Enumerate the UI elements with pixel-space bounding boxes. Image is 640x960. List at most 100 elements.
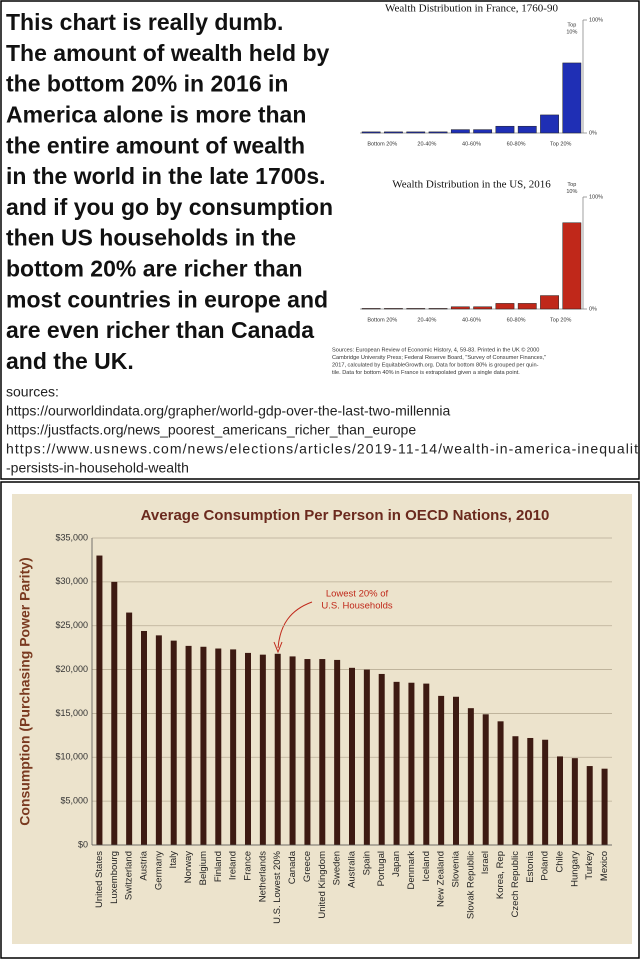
- y-tick-label: 0%: [589, 306, 597, 312]
- bar: [259, 654, 266, 845]
- x-tick-label: Ireland: [228, 851, 239, 880]
- y-tick-label: $10,000: [55, 752, 88, 762]
- annotation-arrow: [277, 601, 313, 649]
- bar: [170, 640, 177, 845]
- sources-heading: sources:: [6, 384, 59, 400]
- y-tick-label: $25,000: [55, 620, 88, 630]
- bar: [540, 114, 559, 134]
- source-link: https://www.usnews.com/news/elections/ar…: [6, 441, 638, 457]
- bar: [319, 659, 326, 845]
- x-tick-label: 40-60%: [462, 317, 481, 323]
- x-tick-label: Australia: [347, 850, 358, 888]
- x-tick-label: U.S. Lowest 20%: [272, 850, 283, 923]
- bar: [428, 308, 448, 310]
- x-tick-label: Poland: [540, 851, 551, 881]
- bar: [111, 581, 118, 845]
- annotation: Lowest 20% of: [326, 589, 389, 600]
- bar: [517, 303, 537, 310]
- bar: [361, 308, 381, 310]
- x-tick-label: United Kingdom: [317, 851, 328, 919]
- y-tick-label: $30,000: [55, 576, 88, 586]
- meme-line: The amount of wealth held by: [6, 40, 330, 66]
- bar: [450, 129, 470, 134]
- x-tick-label: Turkey: [584, 851, 595, 880]
- bar: [378, 673, 385, 845]
- x-tick-label: Austria: [139, 850, 150, 880]
- bar: [349, 667, 355, 845]
- y-tick-label: $20,000: [55, 664, 88, 674]
- source-link: https://ourworldindata.org/grapher/world…: [6, 403, 451, 419]
- x-tick-label: Estonia: [525, 850, 536, 882]
- bar: [289, 656, 296, 845]
- bar: [393, 681, 400, 845]
- bar: [126, 612, 133, 845]
- bar: [408, 682, 415, 845]
- bar: [473, 306, 493, 310]
- chart-title: Wealth Distribution in France, 1760-90: [385, 3, 558, 15]
- x-tick-label: Japan: [391, 851, 402, 877]
- bar: [473, 129, 493, 134]
- x-tick-label: Israel: [480, 851, 491, 874]
- bar: [274, 653, 281, 845]
- bar: [495, 303, 515, 310]
- x-tick-label: Bottom 20%: [367, 141, 397, 147]
- x-tick-label: Canada: [287, 850, 298, 884]
- bar: [96, 555, 103, 845]
- y-tick-label: $5,000: [60, 796, 88, 806]
- bar: [361, 131, 381, 134]
- y-tick-label: 100%: [589, 17, 603, 23]
- x-tick-label: New Zealand: [436, 851, 447, 907]
- bar: [542, 739, 549, 845]
- meme-line: and the UK.: [6, 348, 134, 374]
- bar: [512, 736, 519, 845]
- bar: [495, 125, 515, 134]
- x-tick-label: Italy: [168, 851, 179, 869]
- bar: [540, 295, 559, 310]
- x-tick-label: 40-60%: [462, 141, 481, 147]
- bar: [601, 768, 608, 845]
- x-tick-label: Mexico: [599, 851, 610, 881]
- chart-note: Cambridge University Press; Federal Rese…: [332, 355, 546, 361]
- x-tick-label: Chile: [555, 851, 566, 873]
- bar: [453, 696, 459, 845]
- x-tick-label: Sweden: [332, 851, 343, 885]
- chart-note: tile. Data for bottom 40% in France is e…: [332, 370, 520, 376]
- meme-line: and if you go by consumption: [6, 194, 333, 220]
- bar: [245, 652, 251, 845]
- y-tick-label: 100%: [589, 194, 603, 200]
- x-tick-label: Top 20%: [550, 141, 572, 147]
- bar: [334, 659, 341, 845]
- bar: [482, 714, 489, 845]
- x-tick-label: Spain: [361, 851, 372, 875]
- bar: [586, 766, 593, 845]
- meme-line: then US households in the: [6, 225, 296, 251]
- x-tick-label: 20-40%: [417, 141, 436, 147]
- bar: [215, 648, 222, 845]
- meme-line: the entire amount of wealth: [6, 132, 305, 158]
- bar: [155, 635, 162, 845]
- x-tick-label: Belgium: [198, 851, 209, 885]
- bar: [467, 708, 474, 845]
- bar: [557, 756, 563, 845]
- meme-line: most countries in europe and: [6, 286, 328, 312]
- annotation: 10%: [566, 189, 577, 195]
- x-tick-label: United States: [94, 851, 105, 908]
- meme-line: bottom 20% are richer than: [6, 255, 303, 281]
- top-panel: [0, 0, 640, 480]
- annotation: U.S. Households: [321, 601, 393, 612]
- bar: [438, 695, 445, 845]
- x-tick-label: Hungary: [569, 851, 580, 887]
- x-tick-label: Denmark: [406, 851, 417, 890]
- y-axis-label: Consumption (Purchasing Power Parity): [17, 557, 33, 825]
- x-tick-label: Greece: [302, 851, 313, 882]
- bar: [406, 308, 426, 310]
- meme-line: This chart is really dumb.: [6, 9, 283, 35]
- x-tick-label: France: [243, 851, 254, 881]
- bar: [363, 669, 370, 845]
- bar: [562, 62, 582, 134]
- meme-line: America alone is more than: [6, 101, 306, 127]
- bar: [406, 131, 426, 134]
- bar: [200, 646, 207, 845]
- x-tick-label: Korea, Rep: [495, 851, 506, 899]
